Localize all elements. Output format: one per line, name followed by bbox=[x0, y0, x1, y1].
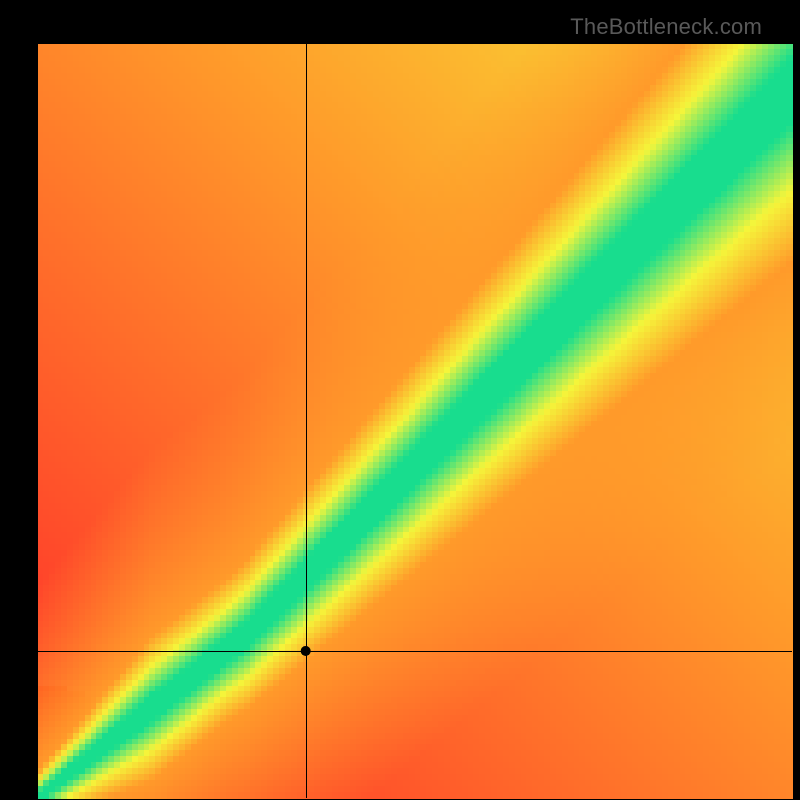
bottleneck-heatmap bbox=[0, 0, 800, 800]
chart-stage: { "watermark": { "text": "TheBottleneck.… bbox=[0, 0, 800, 800]
watermark: TheBottleneck.com bbox=[570, 14, 762, 40]
